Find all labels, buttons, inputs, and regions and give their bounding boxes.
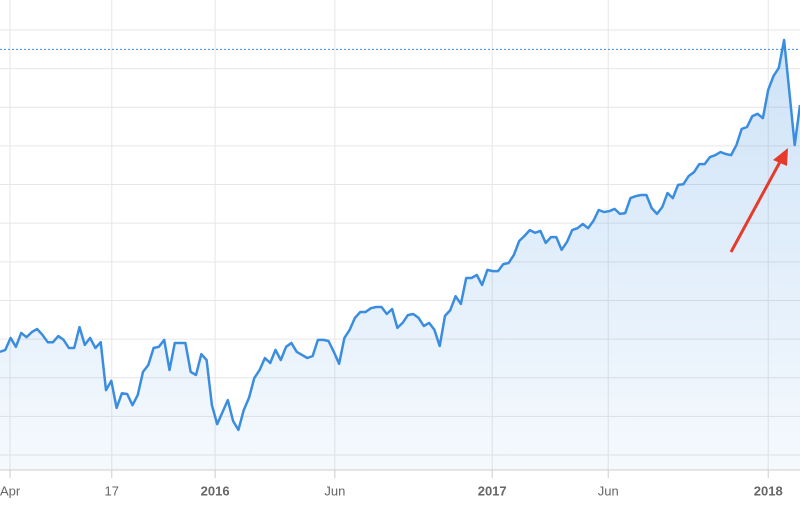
x-tick-label: 2017 xyxy=(478,483,507,498)
price-line xyxy=(0,38,800,432)
x-tick-label: Apr xyxy=(0,483,21,498)
x-tick-label: 2016 xyxy=(201,483,230,498)
x-tick-label: Jun xyxy=(598,483,619,498)
x-tick-label: Jun xyxy=(324,483,345,498)
area-fill xyxy=(0,40,800,470)
x-tick-label: 2018 xyxy=(754,483,783,498)
x-axis: Apr 17 2016 Jun 2017 Jun 2018 xyxy=(0,469,800,498)
annotation-arrow xyxy=(729,148,788,253)
x-tick-label: 17 xyxy=(105,483,119,498)
plot xyxy=(0,38,800,470)
